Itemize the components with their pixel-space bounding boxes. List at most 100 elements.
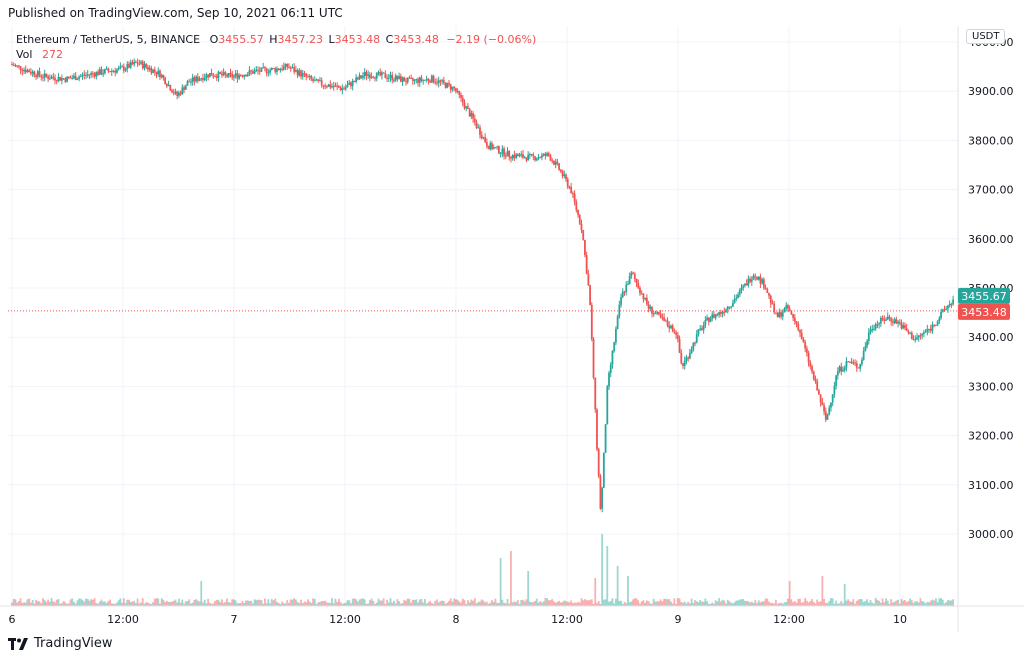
- candle-body: [730, 306, 733, 308]
- candle-body: [434, 82, 437, 84]
- volume-bar: [881, 598, 884, 606]
- candle-body: [850, 362, 853, 364]
- volume-bar: [45, 601, 48, 606]
- volume-bar: [909, 598, 912, 606]
- candle-body: [747, 278, 750, 286]
- time-tick-label: 12:00: [551, 613, 583, 626]
- footer-brand[interactable]: TradingView: [8, 636, 113, 651]
- volume-bar: [193, 599, 196, 606]
- candle-body: [922, 332, 925, 334]
- candle-body: [694, 342, 696, 344]
- candle-body: [293, 67, 296, 72]
- candle-body: [577, 209, 579, 215]
- candle-body: [50, 76, 53, 79]
- candle-body: [372, 76, 375, 78]
- candle-body: [513, 154, 516, 158]
- volume-bar: [172, 600, 175, 606]
- volume-bar: [910, 600, 913, 606]
- candle-body: [627, 284, 629, 286]
- volume-bar: [317, 602, 320, 606]
- volume-bar: [824, 602, 827, 606]
- volume-bar: [36, 601, 39, 606]
- price-axis[interactable]: 4000.003900.003800.003700.003600.003500.…: [957, 26, 1014, 632]
- candle-body: [788, 308, 791, 311]
- volume-bar: [487, 603, 490, 606]
- volume-bar: [852, 599, 855, 606]
- volume-bar: [821, 576, 824, 606]
- volume-bar: [670, 601, 672, 606]
- candle-body: [69, 77, 72, 79]
- volume-bar: [131, 601, 134, 606]
- candle-body: [109, 71, 111, 73]
- candle-body: [952, 299, 955, 305]
- candle-body: [420, 77, 423, 81]
- volume-bar: [274, 598, 277, 606]
- volume-bar: [601, 534, 604, 606]
- volume-bar: [666, 599, 669, 606]
- volume-bar: [642, 600, 645, 606]
- volume-bar: [816, 599, 819, 606]
- volume-bar: [114, 603, 117, 606]
- candle-body: [286, 63, 289, 68]
- candle-body: [584, 239, 586, 255]
- candlestick-chart[interactable]: 4000.003900.003800.003700.003600.003500.…: [0, 26, 1024, 632]
- candle-body: [394, 75, 397, 81]
- volume-bar: [334, 598, 337, 606]
- volume-bar: [157, 598, 160, 606]
- candle-body: [284, 63, 287, 67]
- candle-body: [766, 289, 769, 293]
- volume-bar: [463, 600, 466, 606]
- volume-bar: [554, 602, 557, 606]
- volume-bar: [313, 599, 316, 606]
- volume-bar: [842, 603, 844, 606]
- volume-bar: [775, 599, 777, 606]
- volume-bar: [802, 602, 805, 606]
- candle-body: [391, 74, 394, 81]
- volume-bar: [768, 601, 770, 606]
- currency-button[interactable]: USDT: [966, 29, 1006, 44]
- candle-body: [300, 70, 302, 77]
- volume-bar: [55, 599, 58, 606]
- volume-bar: [136, 598, 139, 606]
- candle-body: [792, 314, 795, 318]
- volume-bar: [239, 603, 242, 606]
- volume-bar: [331, 598, 333, 606]
- volume-bar: [48, 601, 51, 606]
- candle-body: [121, 66, 124, 68]
- price-tick-label: 3800.00: [968, 134, 1014, 147]
- volume-bar: [374, 603, 376, 606]
- candle-body: [229, 72, 232, 74]
- candle-body: [238, 75, 241, 79]
- candle-body: [828, 407, 831, 415]
- candle-body: [836, 371, 839, 376]
- chart-area[interactable]: 4000.003900.003800.003700.003600.003500.…: [0, 26, 1024, 632]
- candle-body: [802, 339, 805, 343]
- candle-body: [701, 328, 703, 330]
- candle-body: [499, 153, 502, 155]
- volume-bar: [950, 600, 953, 606]
- candle-body: [484, 137, 487, 143]
- candle-body: [379, 72, 382, 76]
- volume-bar: [372, 600, 375, 606]
- candle-body: [207, 74, 210, 78]
- time-axis[interactable]: 6 12:00 7 12:00 8 12:00 9 12:00 10: [0, 605, 1024, 626]
- symbol-title[interactable]: Ethereum / TetherUS, 5, BINANCE: [16, 33, 201, 46]
- volume-bar: [276, 601, 278, 606]
- volume-bar: [891, 602, 894, 606]
- volume-bar: [231, 599, 234, 606]
- volume-bar: [527, 571, 530, 606]
- candle-body: [742, 285, 745, 288]
- volume-bar: [761, 601, 764, 606]
- volume-bar: [866, 599, 868, 606]
- candle-body: [873, 328, 875, 330]
- candle-body: [276, 68, 278, 72]
- volume-bar: [499, 558, 502, 606]
- volume-bar: [355, 599, 357, 606]
- candle-body: [647, 304, 650, 309]
- candle-body: [659, 314, 662, 318]
- candle-body: [159, 70, 161, 78]
- candle-body: [319, 80, 321, 82]
- price-tick-label: 3000.00: [968, 528, 1014, 541]
- volume-bar: [830, 598, 832, 606]
- volume-bar: [520, 599, 523, 606]
